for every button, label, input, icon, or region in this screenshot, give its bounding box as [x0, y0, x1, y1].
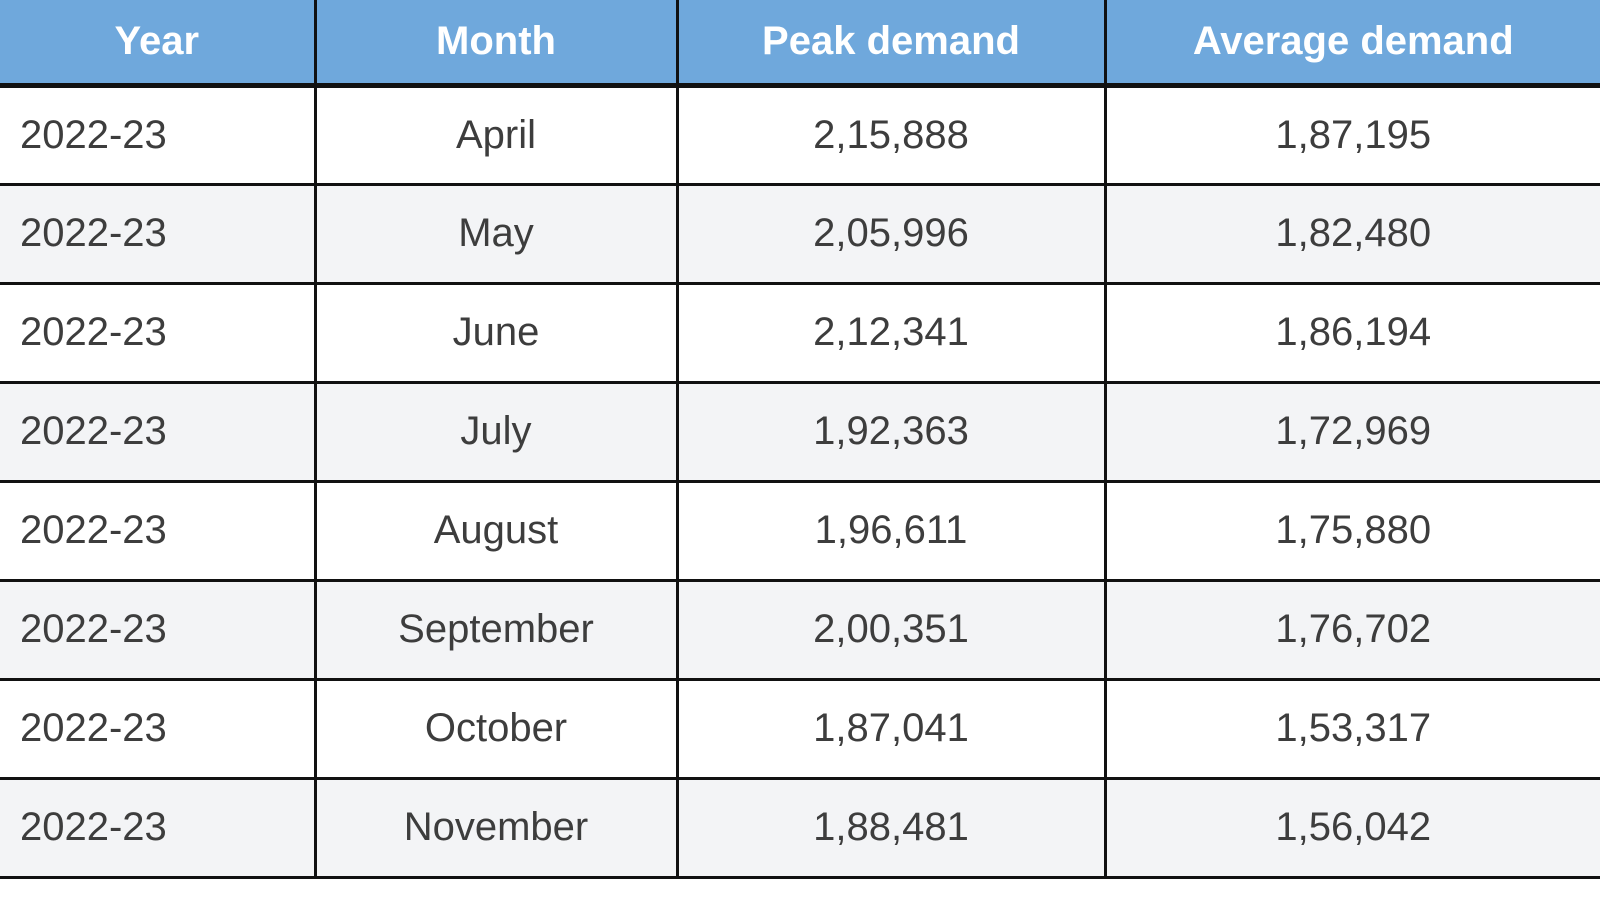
cell-year: 2022-23: [0, 184, 315, 285]
table-row: 2022-23 July 1,92,363 1,72,969: [0, 382, 1600, 483]
cell-average-demand: 1,75,880: [1103, 481, 1600, 582]
demand-table: Year Month Peak demand Average demand 20…: [0, 0, 1600, 879]
cell-peak-demand: 1,87,041: [675, 679, 1105, 780]
cell-average-demand: 1,87,195: [1103, 85, 1600, 186]
cell-average-demand: 1,56,042: [1103, 778, 1600, 879]
column-header-year: Year: [0, 0, 315, 88]
cell-year: 2022-23: [0, 778, 315, 879]
table-row: 2022-23 November 1,88,481 1,56,042: [0, 778, 1600, 879]
table-row: 2022-23 April 2,15,888 1,87,195: [0, 85, 1600, 186]
table-row: 2022-23 May 2,05,996 1,82,480: [0, 184, 1600, 285]
cell-average-demand: 1,76,702: [1103, 580, 1600, 681]
cell-peak-demand: 2,05,996: [675, 184, 1105, 285]
cell-month: April: [313, 85, 677, 186]
cell-year: 2022-23: [0, 679, 315, 780]
cell-month: July: [313, 382, 677, 483]
table-row: 2022-23 June 2,12,341 1,86,194: [0, 283, 1600, 384]
cell-year: 2022-23: [0, 283, 315, 384]
cell-peak-demand: 2,12,341: [675, 283, 1105, 384]
cell-year: 2022-23: [0, 580, 315, 681]
cell-month: November: [313, 778, 677, 879]
cell-peak-demand: 2,00,351: [675, 580, 1105, 681]
column-header-peak-demand: Peak demand: [675, 0, 1105, 88]
cell-average-demand: 1,82,480: [1103, 184, 1600, 285]
cell-average-demand: 1,72,969: [1103, 382, 1600, 483]
column-header-month: Month: [313, 0, 677, 88]
cell-month: September: [313, 580, 677, 681]
header-row: Year Month Peak demand Average demand: [0, 0, 1600, 88]
table-row: 2022-23 September 2,00,351 1,76,702: [0, 580, 1600, 681]
table-row: 2022-23 August 1,96,611 1,75,880: [0, 481, 1600, 582]
cell-peak-demand: 1,96,611: [675, 481, 1105, 582]
cell-year: 2022-23: [0, 481, 315, 582]
cell-peak-demand: 1,92,363: [675, 382, 1105, 483]
cell-average-demand: 1,86,194: [1103, 283, 1600, 384]
cell-month: August: [313, 481, 677, 582]
cell-month: October: [313, 679, 677, 780]
cell-peak-demand: 1,88,481: [675, 778, 1105, 879]
cell-peak-demand: 2,15,888: [675, 85, 1105, 186]
cell-average-demand: 1,53,317: [1103, 679, 1600, 780]
cell-month: June: [313, 283, 677, 384]
table-row: 2022-23 October 1,87,041 1,53,317: [0, 679, 1600, 780]
cell-month: May: [313, 184, 677, 285]
cell-year: 2022-23: [0, 382, 315, 483]
cell-year: 2022-23: [0, 85, 315, 186]
column-header-average-demand: Average demand: [1103, 0, 1600, 88]
